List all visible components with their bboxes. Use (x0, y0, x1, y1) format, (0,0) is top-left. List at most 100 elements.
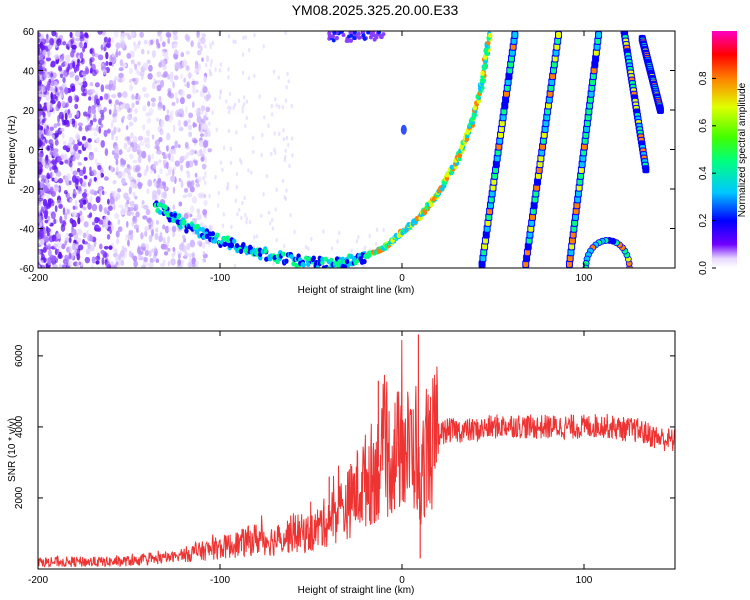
spectral-point (195, 223, 200, 229)
noise-point (94, 95, 98, 100)
noise-point (56, 199, 62, 205)
noise-point (148, 64, 153, 72)
noise-point (187, 72, 193, 78)
noise-point (39, 59, 45, 65)
noise-point (154, 181, 157, 187)
noise-point (352, 36, 357, 41)
noise-point (69, 118, 73, 125)
noise-point (83, 42, 88, 49)
spectral-point (567, 255, 573, 262)
top-x-tick-label: -200 (28, 273, 48, 284)
noise-point (142, 62, 149, 71)
noise-point (179, 89, 185, 98)
spectral-point (482, 237, 488, 244)
noise-point (129, 200, 135, 207)
spectral-point (184, 228, 189, 234)
noise-point (253, 33, 256, 38)
noise-point (80, 34, 86, 39)
noise-point (106, 128, 111, 134)
spectral-point (542, 125, 548, 132)
noise-point (112, 190, 118, 199)
noise-point (202, 83, 205, 89)
noise-point (76, 261, 80, 267)
noise-point (115, 257, 120, 263)
noise-point (307, 246, 310, 251)
noise-point (349, 33, 354, 38)
noise-point (97, 164, 102, 171)
noise-point (226, 181, 230, 186)
noise-point (196, 208, 201, 214)
noise-point (89, 58, 93, 66)
noise-point (163, 191, 167, 200)
noise-point (338, 230, 341, 236)
noise-point (159, 262, 166, 267)
noise-point (149, 257, 154, 264)
noise-point (90, 89, 96, 94)
noise-point (56, 91, 60, 96)
noise-point (91, 203, 98, 212)
spectral-point (508, 55, 514, 62)
noise-point (219, 62, 223, 67)
noise-point (141, 86, 147, 92)
noise-point (137, 94, 141, 101)
noise-point (348, 31, 353, 35)
noise-point (177, 253, 181, 260)
noise-point (73, 221, 77, 228)
noise-point (41, 209, 46, 214)
noise-point (67, 95, 73, 104)
noise-point (48, 163, 53, 168)
spectral-point (492, 172, 498, 179)
noise-point (204, 156, 207, 164)
noise-point (170, 258, 176, 266)
spectral-point (580, 155, 586, 162)
noise-point (71, 228, 77, 236)
noise-point (281, 105, 285, 110)
noise-point (131, 220, 134, 227)
noise-point (204, 237, 209, 244)
noise-point (377, 31, 382, 35)
noise-point (172, 31, 178, 36)
noise-point (118, 72, 124, 79)
noise-point (49, 171, 53, 179)
noise-point (98, 219, 104, 225)
spectral-point (569, 237, 575, 244)
noise-point (270, 103, 273, 109)
noise-point (81, 80, 88, 88)
noise-point (44, 70, 48, 77)
noise-point (81, 192, 88, 198)
noise-point (78, 82, 84, 86)
noise-point (362, 36, 367, 41)
spectral-point (310, 256, 316, 263)
colorbar-gradient (712, 31, 737, 268)
noise-point (58, 263, 62, 268)
noise-point (118, 149, 123, 156)
noise-point (61, 83, 67, 89)
noise-point (196, 49, 202, 56)
noise-point (203, 199, 208, 206)
noise-point (50, 211, 56, 220)
noise-point (159, 232, 163, 236)
noise-point (344, 38, 349, 43)
noise-point (60, 100, 66, 108)
noise-point (62, 220, 66, 225)
noise-point (72, 61, 76, 69)
noise-point (113, 103, 117, 111)
noise-point (182, 234, 186, 240)
noise-point (115, 261, 119, 266)
noise-point (161, 152, 166, 156)
noise-point (78, 169, 85, 177)
bottom-y-tick-label: 4000 (14, 415, 25, 438)
noise-point (77, 228, 83, 236)
spectral-point (243, 247, 248, 254)
noise-point (64, 119, 70, 125)
noise-point (245, 216, 248, 221)
noise-point (89, 81, 94, 87)
noise-point (78, 244, 84, 251)
noise-point (155, 117, 160, 122)
noise-point (39, 226, 43, 233)
noise-point (38, 215, 42, 224)
noise-point (172, 246, 176, 252)
noise-point (41, 175, 47, 181)
spectral-point (555, 37, 561, 44)
noise-point (74, 94, 79, 103)
